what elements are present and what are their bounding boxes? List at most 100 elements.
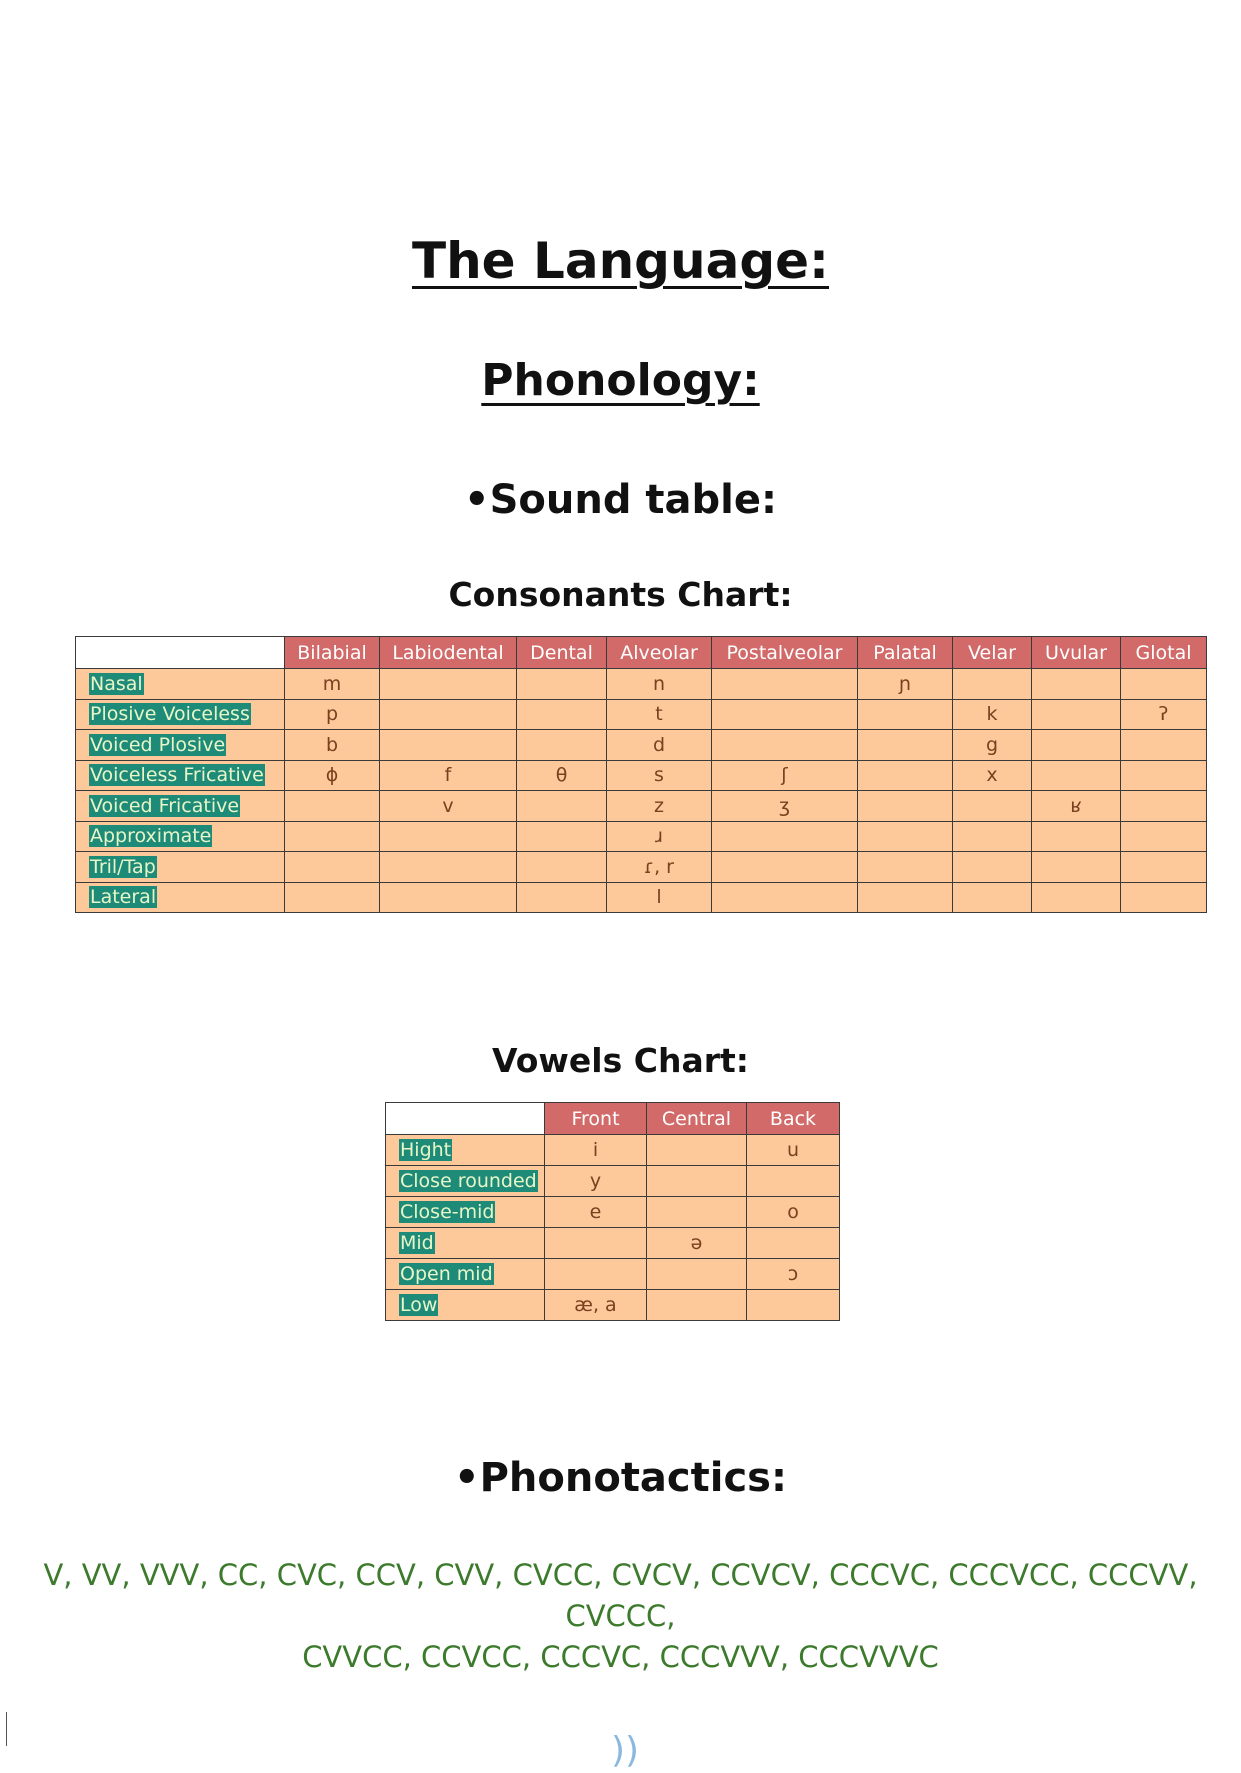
row-label: Voiced Plosive [89, 733, 227, 756]
table-cell [1031, 851, 1121, 883]
table-cell [1031, 729, 1121, 761]
phonotactics-text: V, VV, VVV, CC, CVC, CCV, CVV, CVCC, CVC… [20, 1555, 1221, 1678]
row-label-cell: Voiced Fricative [75, 790, 285, 822]
vowels-corner-cell [385, 1102, 545, 1135]
table-cell [1120, 759, 1207, 791]
table-cell [952, 820, 1032, 852]
table-cell: æ, a [544, 1289, 647, 1321]
table-row: Close rounded y [385, 1165, 840, 1197]
vowels-chart-heading: Vowels Chart: [492, 1041, 749, 1080]
sound-table-heading: •Sound table: [464, 477, 777, 523]
table-cell [952, 790, 1032, 822]
table-cell [1120, 729, 1207, 761]
vowels-table: Front Central Back Hight i u Close rounded y… [385, 1102, 840, 1321]
row-label: Hight [399, 1139, 453, 1161]
table-cell [857, 820, 953, 852]
table-row: Voiceless Fricative ɸ f θ s ʃ x [75, 759, 1207, 791]
column-header: Back [746, 1102, 840, 1135]
row-label: Close rounded [399, 1170, 538, 1192]
table-cell: l [606, 881, 712, 913]
table-cell [379, 668, 517, 700]
vowels-header-row: Front Central Back [385, 1102, 840, 1135]
table-cell [516, 790, 607, 822]
column-header: Dental [516, 636, 607, 669]
table-cell [516, 729, 607, 761]
document-title: The Language: [411, 232, 830, 290]
table-cell: ʁ [1031, 790, 1121, 822]
table-cell [544, 1227, 647, 1259]
row-label: Low [399, 1294, 439, 1316]
table-cell [711, 698, 858, 730]
row-label-cell: Hight [385, 1134, 545, 1166]
table-cell [379, 851, 517, 883]
table-cell [952, 668, 1032, 700]
column-header: Labiodental [379, 636, 517, 669]
row-label-cell: Plosive Voiceless [75, 698, 285, 730]
table-cell [1120, 851, 1207, 883]
section-title-phonology: Phonology: [481, 355, 760, 406]
table-cell: m [284, 668, 380, 700]
table-cell [516, 668, 607, 700]
row-label-cell: Nasal [75, 668, 285, 700]
table-cell: t [606, 698, 712, 730]
table-cell: e [544, 1196, 647, 1228]
table-cell: f [379, 759, 517, 791]
table-cell: θ [516, 759, 607, 791]
row-label-cell: Close rounded [385, 1165, 545, 1197]
table-cell [857, 698, 953, 730]
row-label: Lateral [89, 886, 158, 909]
table-cell [952, 851, 1032, 883]
row-label-cell: Tril/Tap [75, 851, 285, 883]
table-cell: z [606, 790, 712, 822]
row-label: Mid [399, 1232, 435, 1254]
table-cell: v [379, 790, 517, 822]
table-cell [379, 698, 517, 730]
table-cell [711, 881, 858, 913]
table-cell [516, 851, 607, 883]
table-cell [646, 1134, 747, 1166]
column-header: Palatal [857, 636, 953, 669]
table-cell: ɲ [857, 668, 953, 700]
table-row: Voiced Fricative v z ʒ ʁ [75, 790, 1207, 822]
row-label: Close-mid [399, 1201, 496, 1223]
column-header: Front [544, 1102, 647, 1135]
table-cell: ɔ [746, 1258, 840, 1290]
table-cell: ə [646, 1227, 747, 1259]
table-cell [746, 1165, 840, 1197]
row-label-cell: Lateral [75, 881, 285, 913]
table-cell [857, 759, 953, 791]
consonants-corner-cell [75, 636, 285, 669]
table-cell [711, 820, 858, 852]
consonants-chart-heading: Consonants Chart: [448, 575, 793, 614]
row-label-cell: Close-mid [385, 1196, 545, 1228]
row-label-cell: Voiced Plosive [75, 729, 285, 761]
table-cell: ʔ [1120, 698, 1207, 730]
row-label: Voiceless Fricative [89, 764, 265, 787]
table-row: Voiced Plosive b d g [75, 729, 1207, 761]
table-cell [516, 820, 607, 852]
table-cell [544, 1258, 647, 1290]
phonotactics-line-2: CVVCC, CCVCC, CCCVC, CCCVVV, CCCVVVC [302, 1640, 939, 1674]
table-row: Open mid ɔ [385, 1258, 840, 1290]
table-cell [711, 851, 858, 883]
table-cell [1031, 820, 1121, 852]
table-cell [646, 1196, 747, 1228]
row-label-cell: Open mid [385, 1258, 545, 1290]
table-cell [284, 851, 380, 883]
table-cell [857, 790, 953, 822]
phonotactics-line-1: V, VV, VVV, CC, CVC, CCV, CVV, CVCC, CVC… [43, 1558, 1198, 1633]
row-label: Approximate [89, 825, 213, 848]
table-cell [516, 698, 607, 730]
row-label: Plosive Voiceless [89, 703, 251, 726]
table-cell [952, 881, 1032, 913]
table-cell: u [746, 1134, 840, 1166]
table-cell: o [746, 1196, 840, 1228]
consonants-body: Nasal m n ɲ Plosive Voiceless p t k ʔ Voiced Plos… [75, 668, 1207, 913]
table-cell [857, 851, 953, 883]
table-cell [1031, 668, 1121, 700]
table-cell [379, 881, 517, 913]
margin-marker [0, 1712, 7, 1746]
table-row: Approximate ɹ [75, 820, 1207, 852]
table-row: Lateral l [75, 881, 1207, 913]
row-label: Open mid [399, 1263, 494, 1285]
